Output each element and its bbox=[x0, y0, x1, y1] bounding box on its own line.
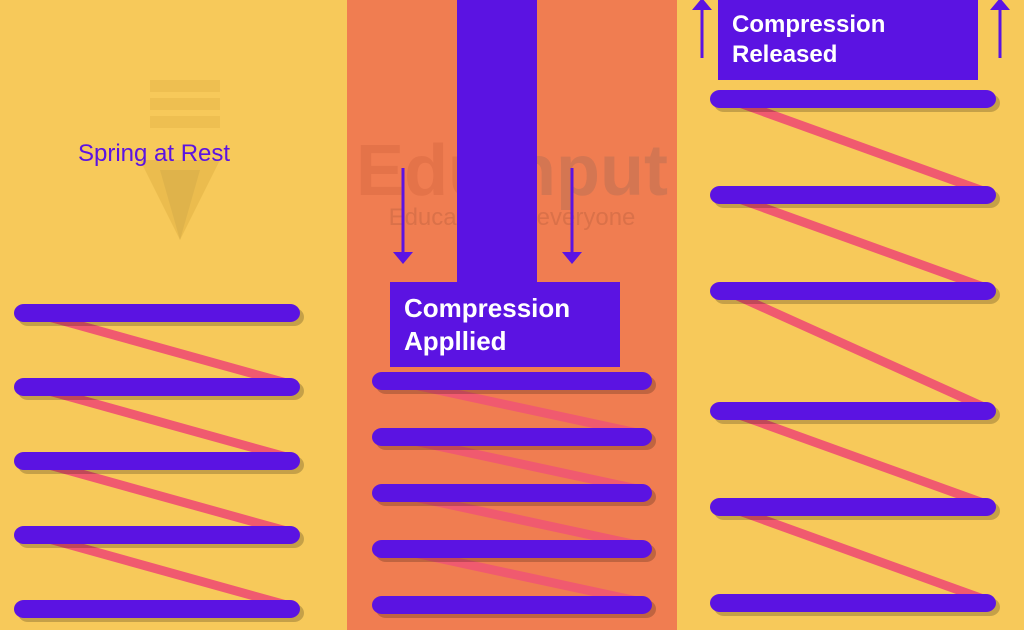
label-applied-line1: Compression bbox=[404, 293, 570, 323]
label-released-line2: Released bbox=[732, 41, 837, 68]
label-applied-line2: Appllied bbox=[404, 326, 507, 356]
label-compression-applied: Compression Appllied bbox=[390, 282, 620, 367]
label-released-line1: Compression bbox=[732, 11, 885, 38]
diagram-stage: Eduinput Education for everyone Spring a… bbox=[0, 0, 1024, 630]
label-compression-released: Compression Released bbox=[718, 0, 978, 80]
label-spring-at-rest: Spring at Rest bbox=[78, 140, 230, 168]
